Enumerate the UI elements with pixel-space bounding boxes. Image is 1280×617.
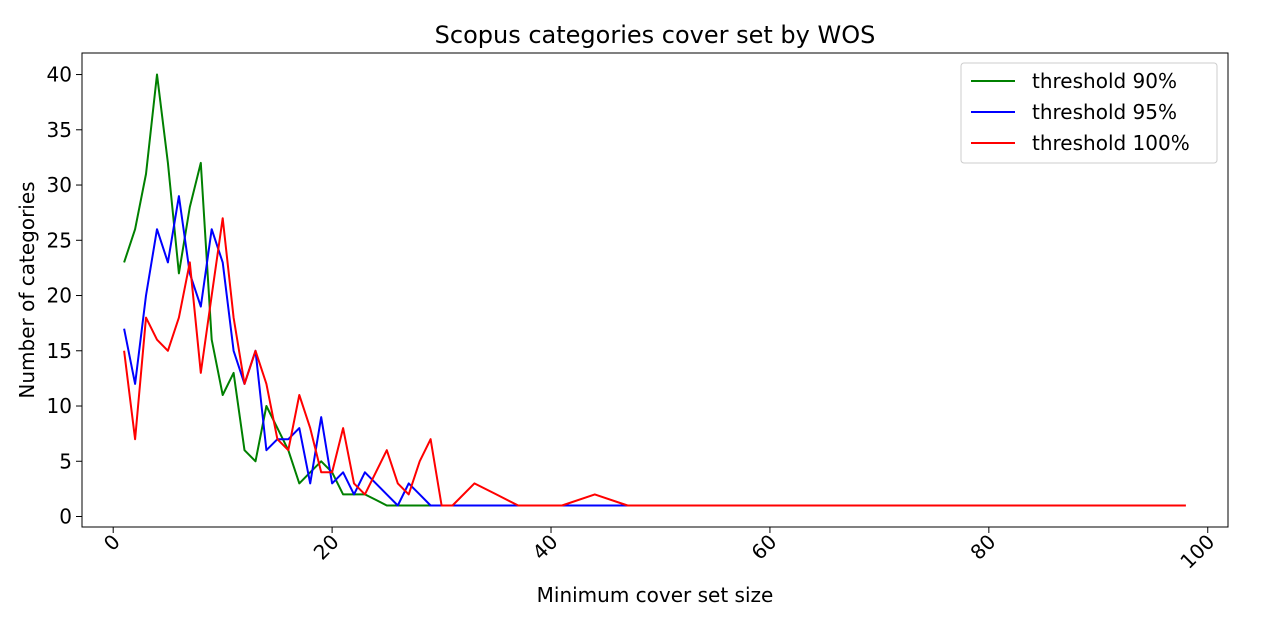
y-tick-label: 5 [59, 449, 72, 473]
series-line-2 [123, 217, 1186, 507]
y-tick-label: 40 [47, 63, 72, 87]
legend-label: threshold 95% [1032, 100, 1177, 124]
y-tick-label: 25 [47, 228, 72, 252]
chart-title: Scopus categories cover set by WOS [435, 21, 876, 49]
y-tick-label: 20 [47, 284, 72, 308]
y-tick-label: 10 [47, 394, 72, 418]
y-tick-label: 0 [59, 505, 72, 529]
legend-label: threshold 100% [1032, 131, 1190, 155]
legend-label: threshold 90% [1032, 69, 1177, 93]
legend-box [960, 62, 1218, 164]
y-tick-label: 35 [47, 118, 72, 142]
plot-area [123, 73, 1186, 507]
series-line-0 [123, 73, 694, 507]
y-tick-label: 15 [47, 339, 72, 363]
x-axis-label: Minimum cover set size [537, 583, 774, 607]
plot-frame [81, 52, 1229, 528]
legend: threshold 90% threshold 95% threshold 100% [960, 62, 1218, 164]
y-axis-label: Number of categories [15, 181, 39, 398]
y-tick-label: 30 [47, 173, 72, 197]
y-axis: 0 5 10 15 20 25 30 35 40 [47, 63, 82, 529]
